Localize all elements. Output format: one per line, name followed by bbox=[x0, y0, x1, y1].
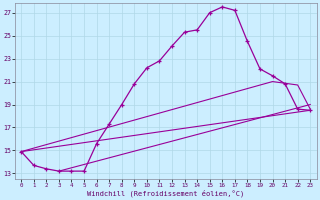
X-axis label: Windchill (Refroidissement éolien,°C): Windchill (Refroidissement éolien,°C) bbox=[87, 189, 244, 197]
